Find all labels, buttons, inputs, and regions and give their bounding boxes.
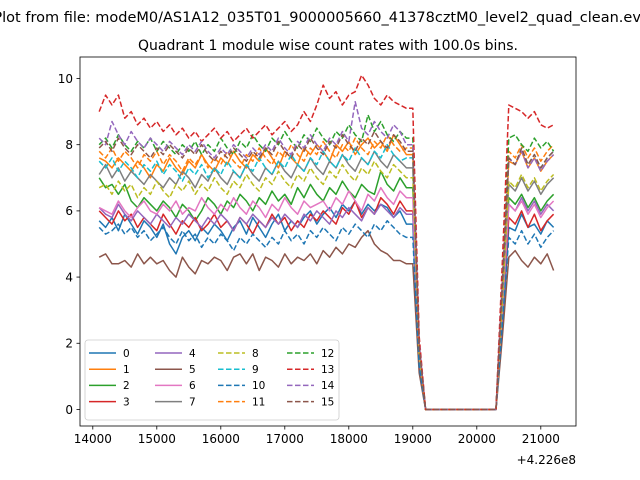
axes: 14000 15000 16000 17000 18000 19000 20000 21000…: [58, 56, 577, 467]
x-tick-label: 18000: [330, 432, 368, 446]
plot-frame: [79, 56, 577, 427]
legend-box: [84, 339, 340, 421]
legend-label-12: 12: [321, 348, 334, 360]
series-line-13: [98, 74, 554, 411]
y-tick-label: 10: [58, 72, 73, 86]
x-offset-label: +4.226e8: [517, 453, 576, 467]
x-tick-label: 14000: [74, 432, 112, 446]
legend-label-6: 6: [189, 380, 196, 392]
y-tick-label: 8: [65, 138, 73, 152]
x-tick-label: 20000: [458, 432, 496, 446]
y-tick-label: 4: [65, 270, 73, 284]
y-tick-label: 2: [65, 337, 73, 351]
legend-label-11: 11: [252, 396, 265, 408]
legend-label-14: 14: [321, 380, 335, 392]
legend-label-0: 0: [123, 348, 130, 360]
legend-label-9: 9: [252, 364, 259, 376]
legend-label-7: 7: [189, 396, 196, 408]
figure-suptitle: Plot from file: modeM0/AS1A12_035T01_900…: [0, 10, 640, 26]
series-lines: [98, 74, 555, 411]
legend-label-13: 13: [321, 364, 334, 376]
legend-label-5: 5: [189, 364, 196, 376]
x-tick-label: 19000: [394, 432, 432, 446]
x-tick-label: 15000: [138, 432, 176, 446]
legend-label-8: 8: [252, 348, 259, 360]
legend-label-10: 10: [252, 380, 265, 392]
legend-label-2: 2: [123, 380, 130, 392]
series-line-8: [98, 160, 555, 411]
legend-label-3: 3: [123, 396, 130, 408]
y-tick-label: 6: [65, 204, 73, 218]
series-line-15: [98, 130, 555, 411]
x-tick-label: 16000: [202, 432, 240, 446]
legend-label-1: 1: [123, 364, 130, 376]
legend-label-4: 4: [189, 348, 196, 360]
y-tick-label: 0: [65, 403, 73, 417]
legend-label-15: 15: [321, 396, 334, 408]
chart-title: Quadrant 1 module wise count rates with …: [138, 38, 518, 54]
x-tick-label: 21000: [522, 432, 560, 446]
x-tick-label: 17000: [266, 432, 304, 446]
